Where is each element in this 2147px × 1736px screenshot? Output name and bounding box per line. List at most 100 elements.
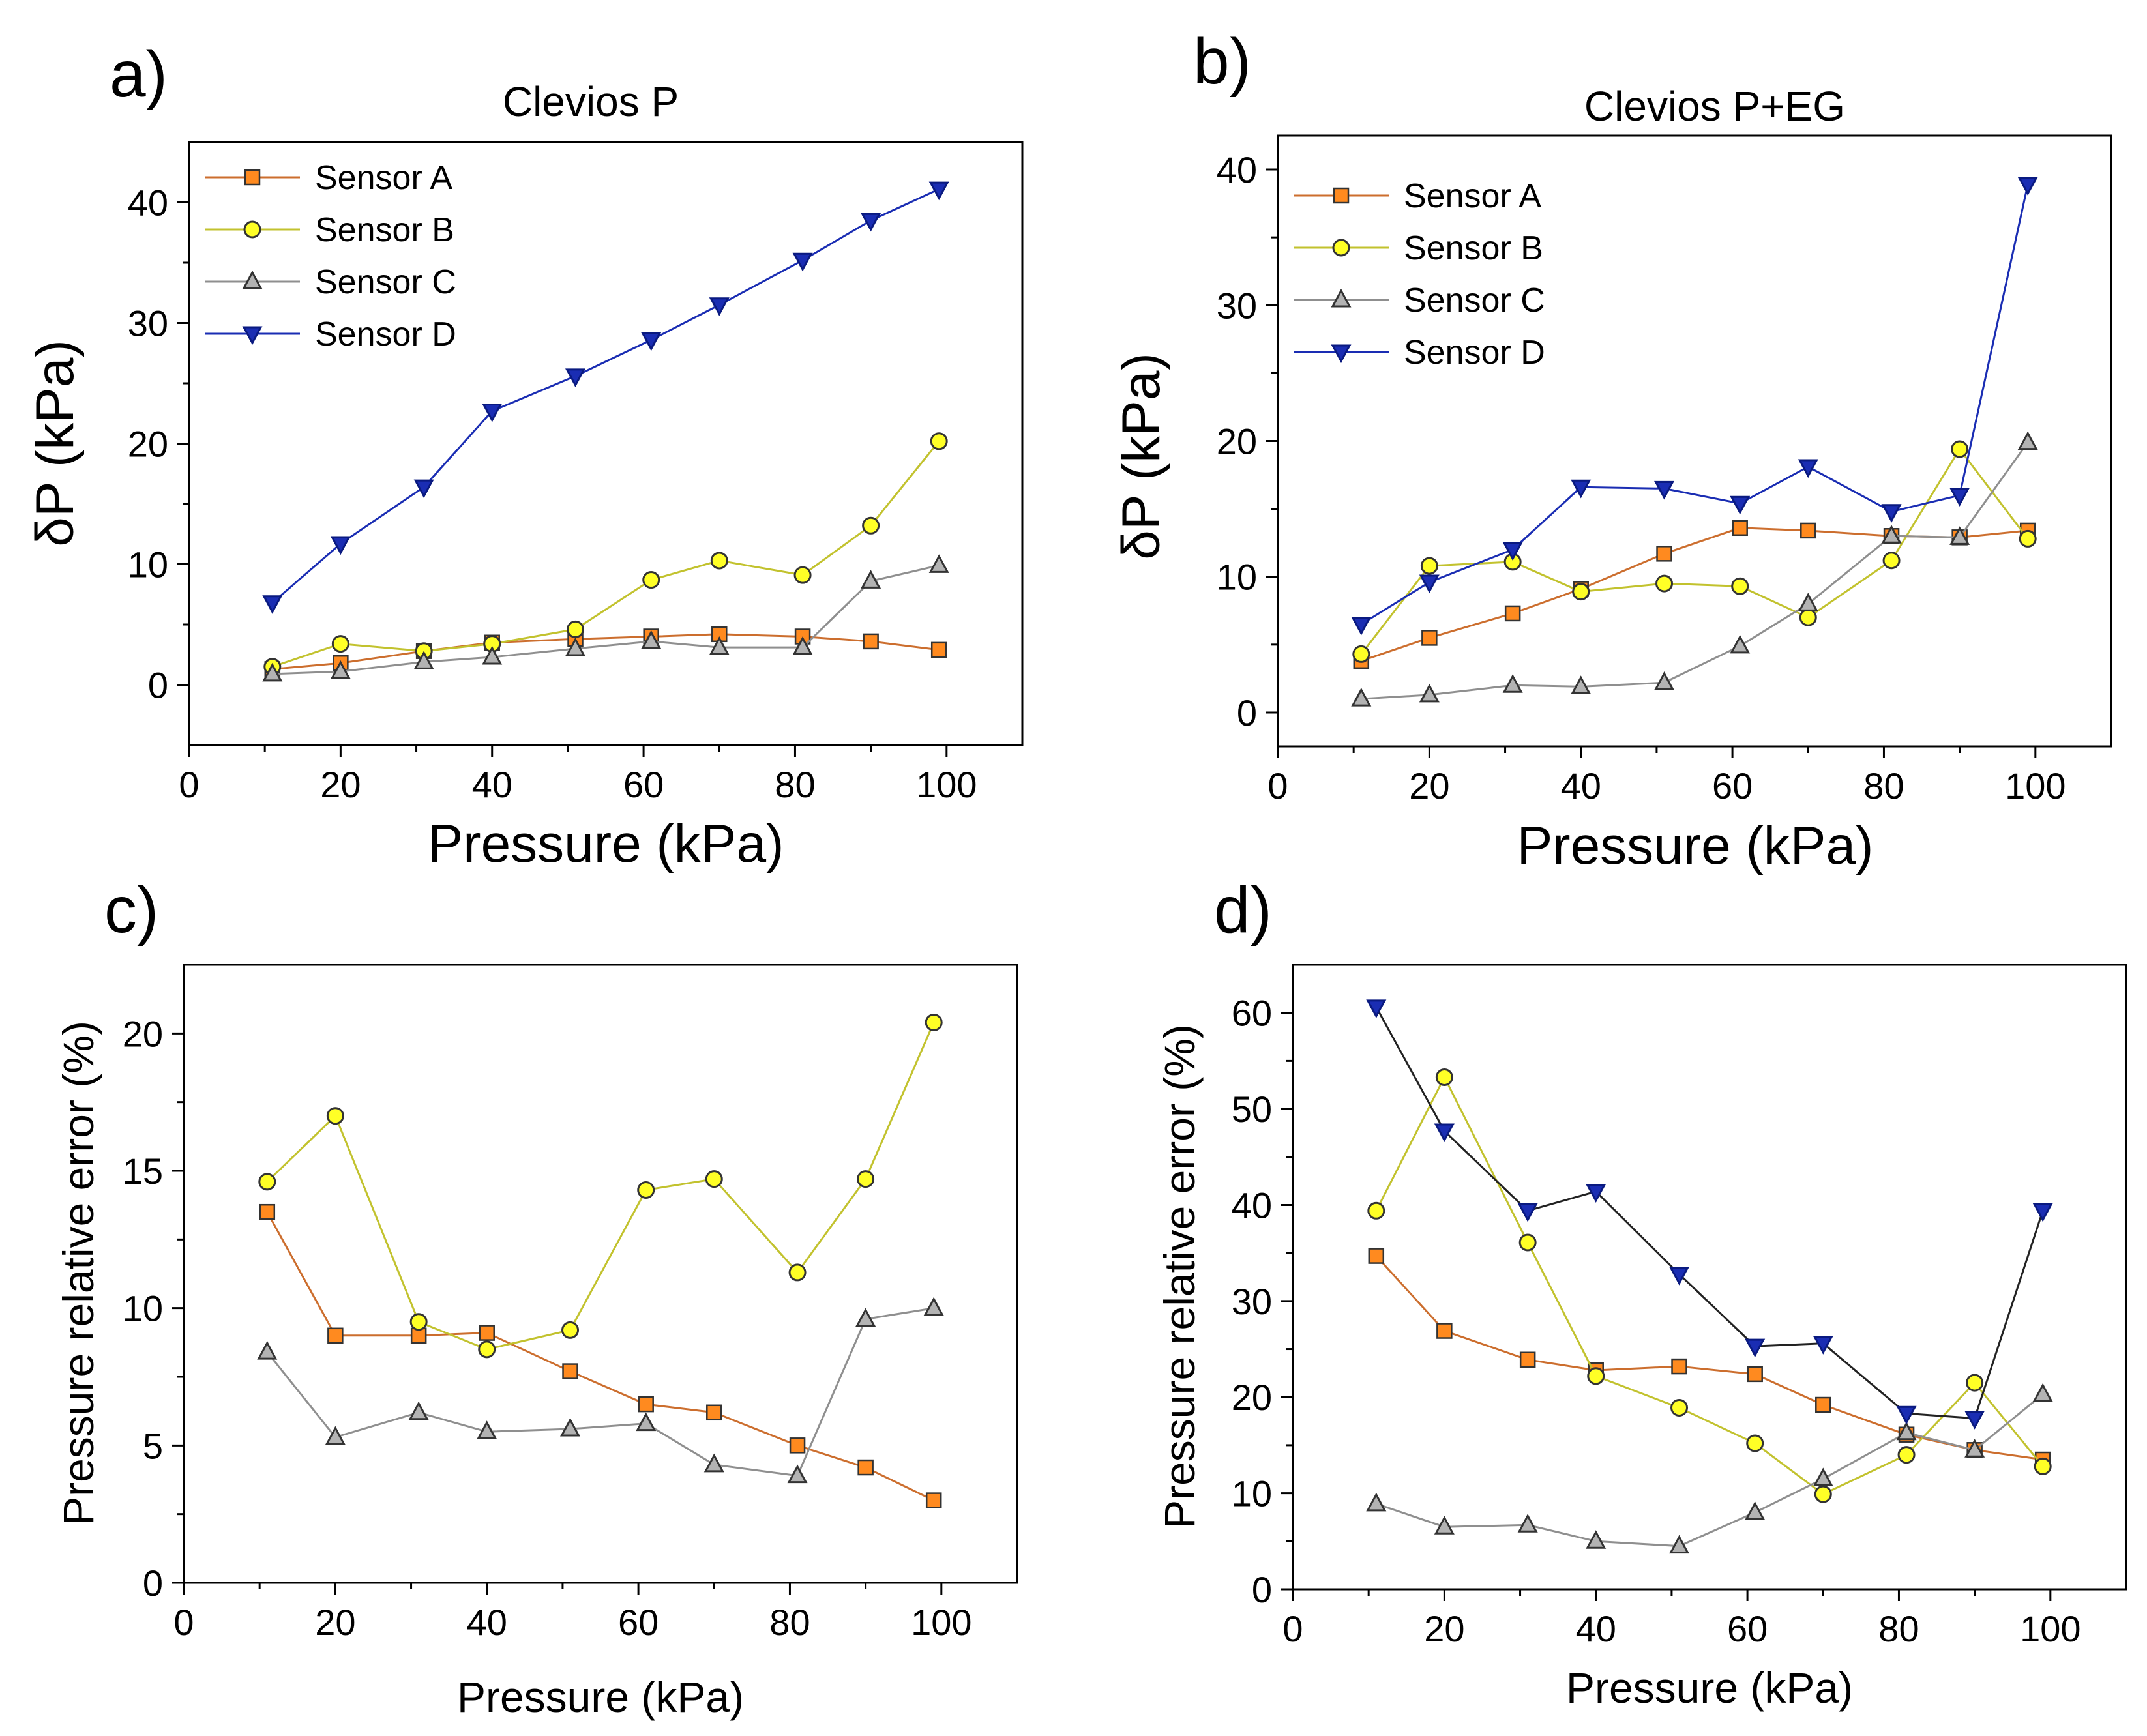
series-line-sensor-c bbox=[1376, 1393, 2044, 1548]
data-point-sensor-d bbox=[1798, 459, 1818, 478]
y-tick-label: 50 bbox=[1232, 1089, 1272, 1130]
data-point-sensor-b bbox=[561, 1321, 580, 1339]
y-tick-label: 20 bbox=[1217, 421, 1257, 462]
data-point-sensor-c bbox=[928, 554, 949, 573]
series-sensor-c bbox=[257, 1297, 944, 1484]
data-point-sensor-a bbox=[1504, 605, 1521, 622]
data-point-sensor-c bbox=[792, 636, 813, 655]
y-tick-label: 0 bbox=[1237, 692, 1257, 733]
series-sensor-b bbox=[263, 432, 948, 676]
series-sensor-a bbox=[1368, 1248, 2051, 1468]
y-tick-label: 20 bbox=[128, 424, 168, 465]
data-point-sensor-c bbox=[2032, 1383, 2053, 1402]
x-tick-label: 20 bbox=[315, 1602, 355, 1643]
data-point-sensor-b bbox=[1518, 1233, 1537, 1252]
y-tick-label: 0 bbox=[1252, 1569, 1272, 1610]
data-point-sensor-a bbox=[789, 1437, 806, 1454]
y-tick-label: 20 bbox=[123, 1013, 163, 1054]
y-tick-label: 10 bbox=[128, 544, 168, 585]
data-point-sensor-b bbox=[1951, 440, 1969, 458]
data-point-sensor-c bbox=[1813, 1467, 1833, 1487]
data-point-sensor-d bbox=[1571, 479, 1592, 499]
data-point-sensor-d bbox=[1654, 480, 1675, 500]
y-tick-label: 60 bbox=[1232, 993, 1272, 1034]
x-tick-label: 100 bbox=[911, 1602, 971, 1643]
data-point-sensor-b bbox=[1799, 608, 1817, 626]
data-point-sensor-d bbox=[641, 332, 662, 351]
data-point-sensor-c bbox=[1798, 593, 1818, 611]
series-line-sensor-c bbox=[266, 1307, 934, 1477]
x-tick-label: 40 bbox=[1576, 1608, 1616, 1649]
x-tick-label: 20 bbox=[1424, 1608, 1464, 1649]
data-point-sensor-c bbox=[330, 660, 351, 679]
data-point-sensor-b bbox=[1731, 577, 1749, 595]
data-point-sensor-b bbox=[1814, 1485, 1832, 1503]
data-point-sensor-c bbox=[1881, 525, 1902, 544]
panel-label-d: d) bbox=[1214, 874, 1272, 947]
data-point-sensor-b bbox=[857, 1170, 875, 1188]
data-point-sensor-c bbox=[560, 1417, 581, 1437]
chart-title-b: Clevios P+EG bbox=[1584, 83, 1845, 130]
data-point-sensor-c bbox=[257, 1340, 278, 1360]
x-axis-label-a: Pressure (kPa) bbox=[428, 814, 784, 874]
x-tick-label: 40 bbox=[472, 764, 512, 805]
data-point-sensor-b bbox=[258, 1173, 276, 1191]
data-point-sensor-b bbox=[862, 516, 880, 535]
series-sensor-c bbox=[1351, 431, 2038, 707]
data-point-sensor-c bbox=[1730, 634, 1751, 654]
data-point-sensor-d bbox=[1366, 999, 1387, 1018]
data-point-sensor-a bbox=[479, 1325, 495, 1341]
x-axis-label-c: Pressure (kPa) bbox=[457, 1673, 744, 1721]
series-sensor-d bbox=[1366, 999, 2053, 1430]
data-point-sensor-a bbox=[863, 633, 879, 650]
x-tick-label: 0 bbox=[1282, 1608, 1303, 1649]
data-point-sensor-c bbox=[1571, 675, 1592, 694]
data-point-sensor-a bbox=[1671, 1358, 1687, 1375]
data-point-sensor-b bbox=[1352, 645, 1370, 663]
x-tick-label: 60 bbox=[623, 764, 664, 805]
y-axis-label-b: δP (kPa) bbox=[1112, 353, 1171, 560]
data-point-sensor-d bbox=[1434, 1123, 1455, 1143]
data-point-sensor-d bbox=[2017, 177, 2038, 196]
data-point-sensor-b bbox=[478, 1340, 496, 1359]
y-tick-label: 10 bbox=[1232, 1473, 1272, 1514]
y-tick-label: 30 bbox=[128, 303, 168, 344]
data-point-sensor-c bbox=[1669, 1535, 1690, 1554]
x-tick-label: 100 bbox=[2005, 765, 2066, 806]
series-line-sensor-a bbox=[272, 633, 940, 670]
series-line-sensor-c bbox=[1361, 441, 2029, 700]
data-point-sensor-b bbox=[1966, 1374, 1984, 1392]
data-point-sensor-b bbox=[788, 1263, 807, 1282]
legend-marker-sensor-c bbox=[1331, 288, 1352, 308]
legend-marker-sensor-a bbox=[244, 169, 261, 186]
series-sensor-a bbox=[259, 1203, 942, 1508]
data-point-sensor-d bbox=[1745, 1338, 1766, 1358]
series-line-sensor-b bbox=[266, 1022, 935, 1351]
y-tick-label: 5 bbox=[143, 1425, 163, 1466]
data-point-sensor-c bbox=[1896, 1421, 1917, 1441]
data-point-sensor-d bbox=[1881, 504, 1902, 523]
data-point-sensor-c bbox=[482, 645, 503, 665]
data-point-sensor-a bbox=[562, 1363, 578, 1379]
legend-marker-sensor-a bbox=[1333, 187, 1350, 204]
data-point-sensor-b bbox=[1670, 1398, 1689, 1417]
x-tick-label: 0 bbox=[179, 764, 199, 805]
y-tick-label: 15 bbox=[123, 1151, 163, 1192]
data-point-sensor-d bbox=[1419, 574, 1440, 594]
data-point-sensor-d bbox=[1502, 542, 1523, 561]
data-point-sensor-b bbox=[1435, 1068, 1453, 1086]
legend: Sensor A Sensor B Sensor C Sensor D bbox=[205, 159, 456, 353]
data-point-sensor-a bbox=[327, 1327, 344, 1344]
data-point-sensor-c bbox=[636, 1412, 657, 1432]
y-tick-label: 10 bbox=[123, 1288, 163, 1329]
y-tick-label: 10 bbox=[1217, 557, 1257, 598]
x-tick-label: 60 bbox=[1712, 765, 1753, 806]
y-tick-label: 30 bbox=[1217, 285, 1257, 326]
y-tick-label: 20 bbox=[1232, 1377, 1272, 1418]
x-tick-label: 20 bbox=[1409, 765, 1449, 806]
data-point-sensor-b bbox=[1587, 1367, 1605, 1385]
data-point-sensor-a bbox=[857, 1459, 874, 1476]
series-sensor-b bbox=[1352, 440, 2037, 663]
x-tick-label: 80 bbox=[1863, 765, 1904, 806]
